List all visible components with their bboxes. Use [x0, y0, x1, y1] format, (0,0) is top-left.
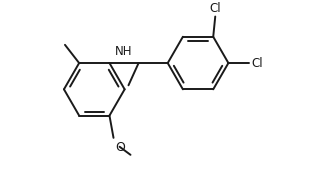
Text: O: O	[116, 141, 125, 154]
Text: Cl: Cl	[209, 2, 221, 15]
Text: NH: NH	[115, 45, 133, 58]
Text: Cl: Cl	[251, 57, 263, 69]
